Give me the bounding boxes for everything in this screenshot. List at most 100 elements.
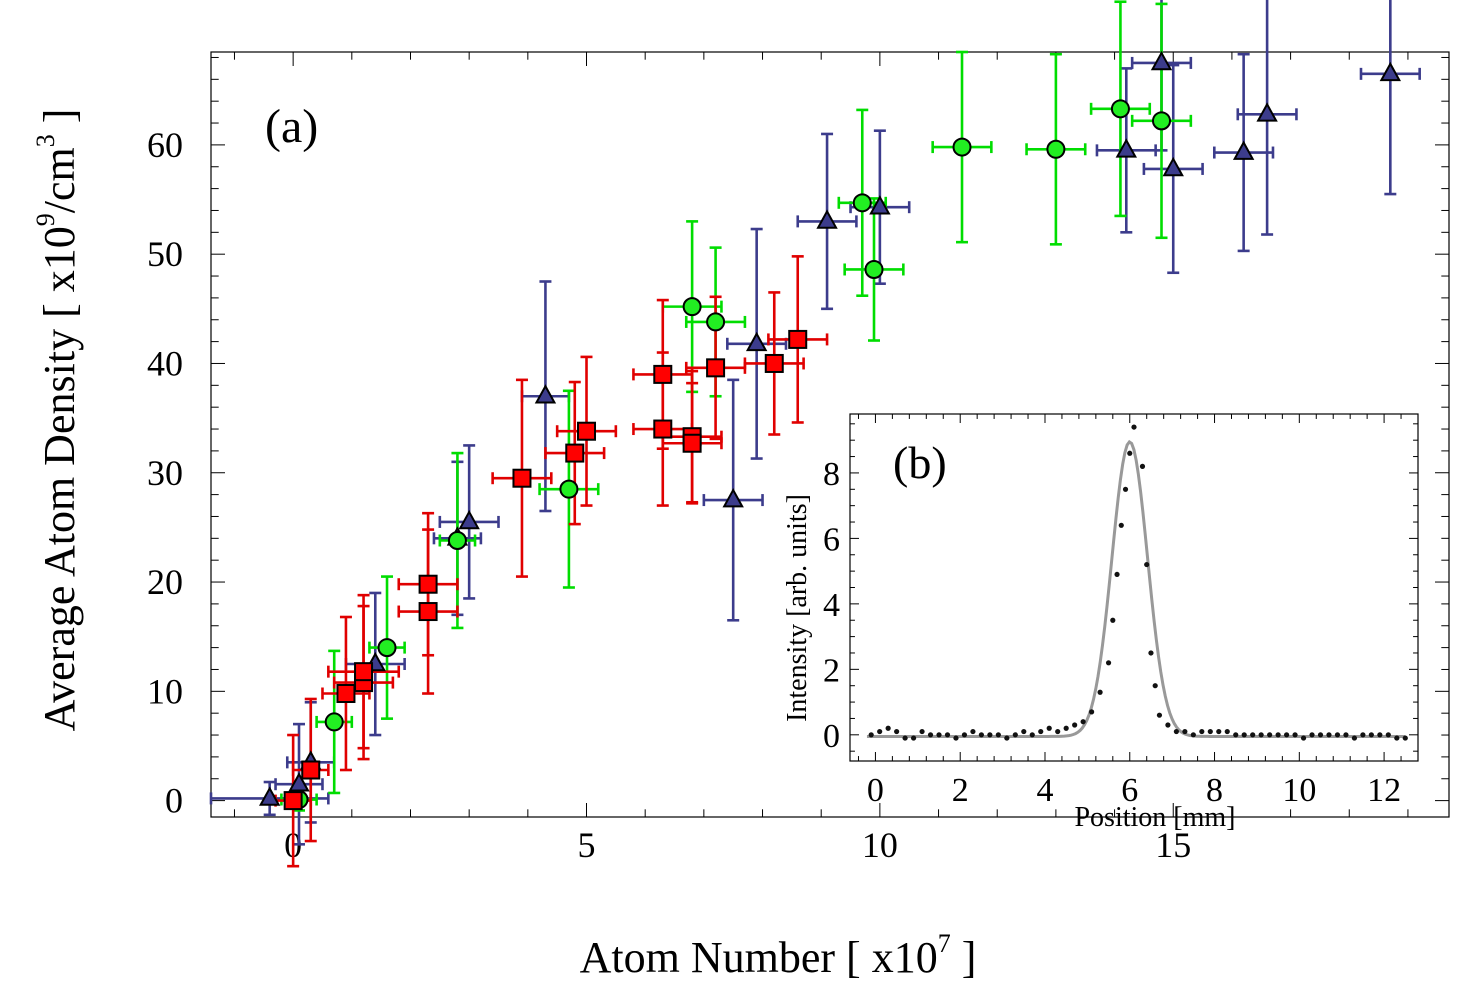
intensity-point — [1046, 725, 1052, 731]
inset-y-tick-label: 2 — [823, 652, 840, 689]
intensity-point — [1368, 732, 1374, 738]
square-marker — [764, 353, 784, 373]
main-x-axis-title-exponent: 7 — [938, 929, 951, 958]
intensity-point — [919, 728, 925, 735]
markers-squares — [283, 329, 808, 811]
intensity-point — [1267, 732, 1273, 738]
markers-circles — [289, 99, 1172, 810]
intensity-point — [1029, 732, 1035, 738]
circle-marker — [852, 193, 872, 213]
square-marker — [354, 662, 374, 682]
main-x-axis-title-text: Atom Number [ x10 — [580, 933, 938, 982]
inset-y-tick-label: 4 — [823, 587, 840, 624]
intensity-point — [1122, 486, 1129, 492]
triangle-marker — [1379, 61, 1402, 82]
main-y-tick-label: 20 — [147, 562, 183, 602]
intensity-point — [1326, 732, 1332, 738]
triangle-marker — [1162, 156, 1184, 177]
square-marker — [301, 760, 321, 780]
main-x-tick-label: 5 — [578, 825, 596, 865]
square-marker — [418, 602, 438, 622]
circle-marker — [706, 312, 726, 332]
circle-marker — [447, 531, 467, 551]
square-marker — [653, 364, 673, 384]
intensity-point — [1021, 728, 1027, 735]
circle-marker — [1046, 139, 1066, 159]
intensity-point — [1250, 732, 1256, 738]
circle-marker — [864, 259, 884, 279]
inset-x-tick-label: 8 — [1206, 772, 1223, 809]
intensity-point — [1385, 732, 1391, 738]
triangle-marker — [534, 384, 557, 404]
intensity-point — [1241, 732, 1247, 738]
triangle-marker — [722, 488, 744, 508]
intensity-point — [1156, 712, 1163, 718]
intensity-point — [1351, 735, 1358, 741]
intensity-point — [1004, 735, 1010, 741]
main-y-tick-label: 10 — [147, 671, 183, 711]
intensity-point — [1199, 728, 1205, 735]
intensity-point — [1283, 732, 1290, 738]
intensity-point — [1080, 719, 1086, 725]
main-y-tick-label: 50 — [147, 234, 183, 274]
intensity-point — [1118, 522, 1124, 528]
square-marker — [653, 419, 673, 439]
main-y-axis-title: Average Atom Density [ x109/cm3 ] — [31, 109, 84, 732]
intensity-point — [1402, 735, 1408, 741]
main-y-tick-label: 60 — [147, 125, 183, 165]
triangle-marker — [745, 331, 768, 352]
circle-marker — [682, 297, 702, 317]
main-y-axis-title-unit: /cm — [35, 147, 84, 213]
panel-label-b: (b) — [893, 437, 947, 488]
inset-axis-ticks: 0 2 4 6 8 10 12 0 2 4 6 8 — [823, 414, 1419, 809]
intensity-point — [1105, 660, 1112, 666]
square-marker — [336, 684, 356, 704]
intensity-point — [1114, 571, 1120, 578]
intensity-point — [894, 728, 900, 735]
main-y-tick-label: 30 — [147, 453, 183, 493]
intensity-point — [1127, 450, 1133, 456]
intensity-point — [1072, 722, 1078, 728]
intensity-point — [1144, 561, 1150, 568]
intensity-point — [1063, 725, 1069, 731]
square-marker — [706, 358, 726, 378]
intensity-point — [1038, 728, 1044, 735]
triangle-marker — [258, 786, 281, 806]
circle-marker — [559, 479, 579, 499]
intensity-point — [961, 732, 968, 738]
intensity-point — [953, 735, 959, 741]
inset-y-tick-label: 8 — [823, 456, 840, 493]
inset-x-tick-label: 12 — [1367, 772, 1401, 809]
square-marker — [283, 791, 303, 811]
inset-x-tick-label: 4 — [1036, 772, 1053, 809]
inset-y-tick-label: 6 — [823, 521, 840, 558]
inset-x-tick-label: 10 — [1282, 772, 1316, 809]
intensity-point — [1173, 728, 1179, 735]
triangle-marker — [1115, 138, 1137, 158]
main-x-tick-label: 10 — [862, 825, 898, 865]
triangle-marker — [1150, 50, 1173, 71]
intensity-point — [1258, 732, 1264, 738]
inset-x-axis-title: Position [mm] — [1074, 802, 1235, 833]
main-y-axis-title-unit-exponent: 3 — [31, 134, 60, 147]
panel-label-a: (a) — [265, 100, 318, 153]
square-marker — [577, 421, 597, 441]
intensity-point — [970, 728, 976, 735]
inset-x-tick-label: 0 — [867, 772, 884, 809]
intensity-point — [1300, 735, 1307, 741]
intensity-point — [902, 735, 908, 741]
intensity-point — [927, 732, 934, 738]
intensity-point — [910, 735, 917, 741]
intensity-point — [987, 732, 993, 738]
intensity-point — [1334, 732, 1341, 738]
intensity-point — [1343, 732, 1349, 738]
inset-y-tick-label: 0 — [823, 718, 840, 755]
triangle-marker — [1256, 102, 1278, 122]
square-marker — [512, 468, 532, 488]
intensity-point — [995, 732, 1001, 738]
intensity-point — [1055, 728, 1061, 735]
circle-marker — [1152, 111, 1172, 131]
intensity-point — [1012, 732, 1018, 738]
